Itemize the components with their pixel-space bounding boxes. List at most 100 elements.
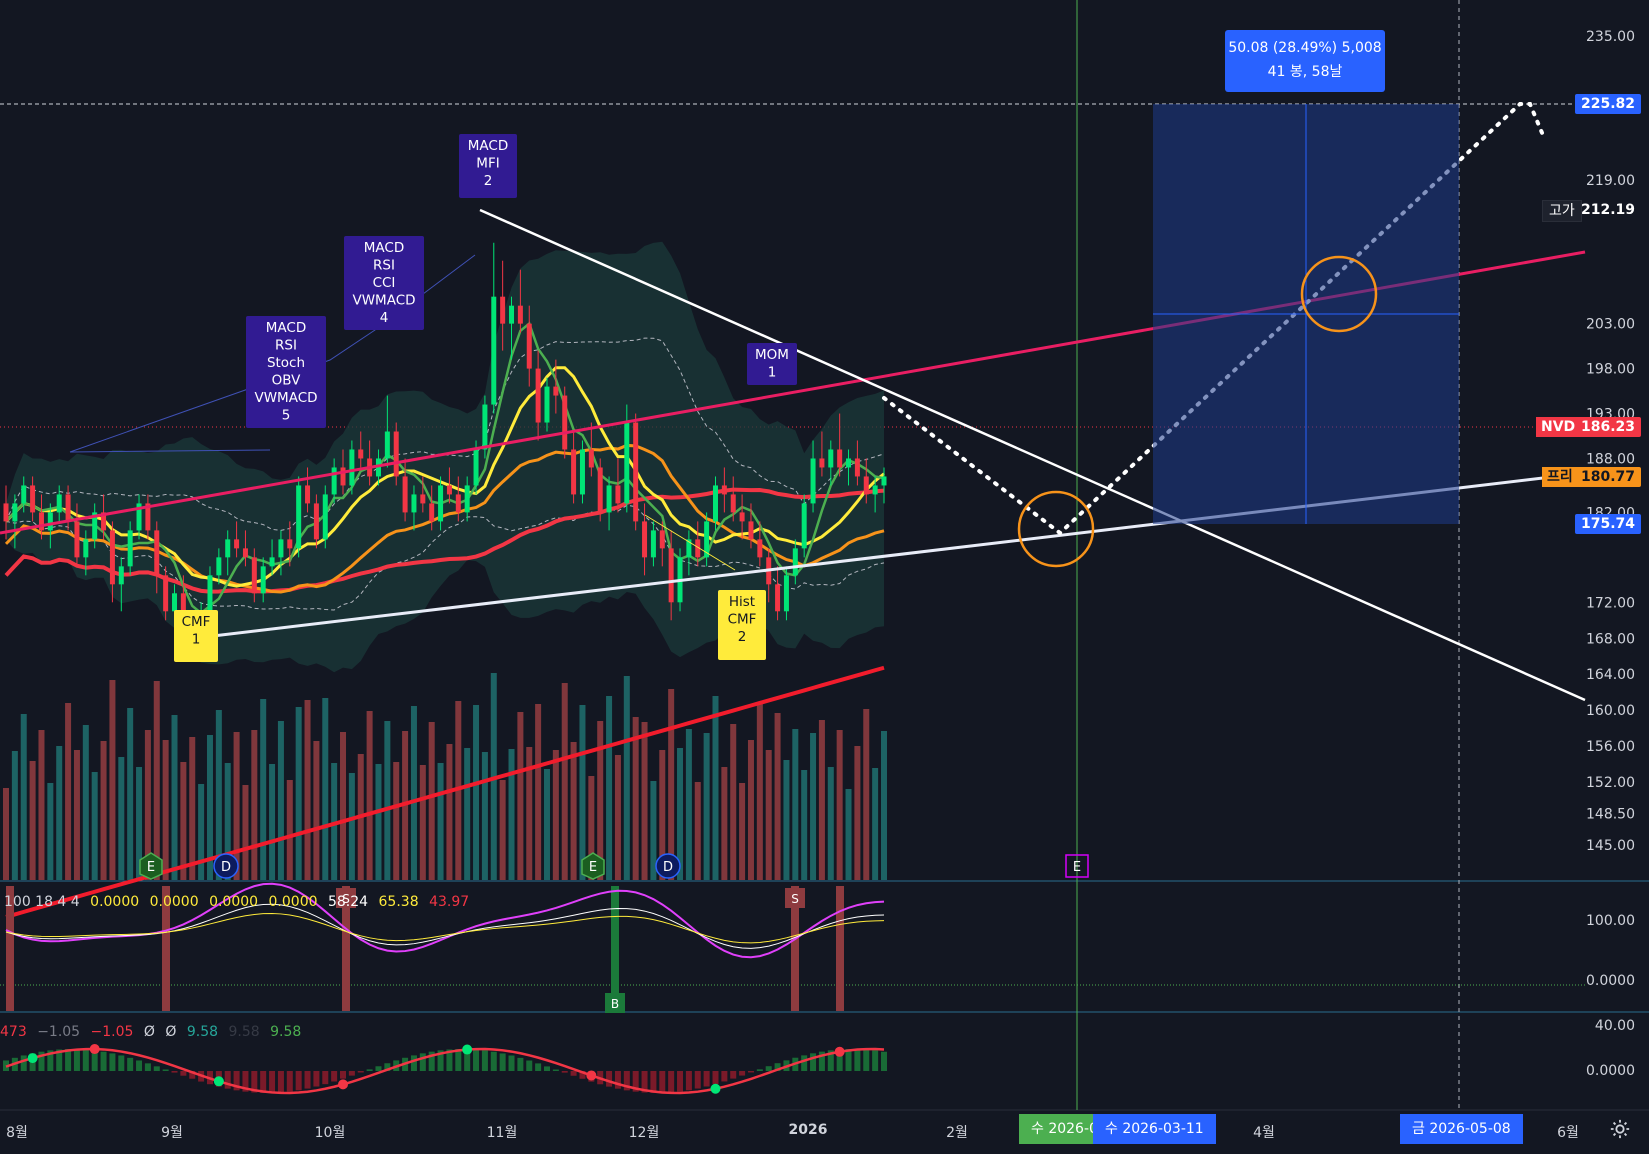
high-price-label: 고가 bbox=[1542, 200, 1582, 222]
volume-bar bbox=[543, 769, 550, 880]
osc2-hist-bar bbox=[570, 1071, 577, 1076]
candle-body bbox=[721, 485, 727, 495]
osc2-legend-v0: 473 bbox=[0, 1024, 27, 1040]
osc2-legend-v5: 9.58 bbox=[186, 1024, 219, 1040]
ma-10-yellow bbox=[4, 366, 885, 588]
osc2-hist-bar bbox=[481, 1050, 488, 1071]
volume-bar bbox=[304, 700, 311, 880]
event-marker-label: E bbox=[589, 860, 597, 875]
candle-body bbox=[30, 485, 36, 513]
volume-bar bbox=[872, 768, 879, 880]
volume-bar bbox=[242, 785, 249, 880]
osc1-signal-label-box bbox=[336, 888, 356, 908]
osc2-hist-bar bbox=[47, 1050, 54, 1071]
candle-body bbox=[668, 548, 674, 603]
signal-label: MOM 1 bbox=[747, 343, 797, 385]
price-tick-label: 164.00 bbox=[1586, 667, 1635, 683]
osc2-hist-bar bbox=[872, 1050, 879, 1071]
event-marker[interactable]: D bbox=[655, 853, 681, 879]
candle-body bbox=[118, 566, 124, 585]
osc2-legend-v3: Ø bbox=[143, 1024, 155, 1040]
candle-body bbox=[597, 467, 603, 513]
volume-bar bbox=[597, 721, 604, 880]
signal-label-text: 4 bbox=[380, 310, 389, 326]
volume-bar bbox=[606, 696, 613, 880]
signal-label-text: RSI bbox=[275, 338, 297, 354]
price-tick-label: 198.00 bbox=[1586, 362, 1635, 378]
osc2-legend-v4: Ø bbox=[165, 1024, 177, 1040]
osc2-hist-bar bbox=[100, 1051, 107, 1071]
price-tick-label: 235.00 bbox=[1586, 29, 1635, 45]
osc2-hist-bar bbox=[340, 1071, 347, 1079]
candle-body bbox=[21, 485, 27, 504]
signal-label-text: 1 bbox=[768, 365, 777, 381]
signal-label-text: Hist bbox=[729, 594, 755, 610]
volume-bar bbox=[881, 731, 887, 880]
candle-body bbox=[207, 575, 213, 612]
osc1-legend-v2: 0.0000 bbox=[149, 894, 199, 910]
candle-body bbox=[571, 449, 577, 495]
volume-bar bbox=[313, 741, 320, 880]
osc1-line-white bbox=[5, 903, 885, 949]
volume-bar bbox=[215, 710, 222, 880]
osc2-hist-bar bbox=[91, 1050, 98, 1071]
measure-line-1: 50.08 (28.49%) 5,008 bbox=[1228, 40, 1382, 56]
candle-body bbox=[242, 548, 248, 558]
volume-bar bbox=[11, 751, 18, 880]
osc2-cross-dot bbox=[338, 1079, 349, 1090]
time-label-apr: 4월 bbox=[1253, 1125, 1275, 1141]
candle-body bbox=[633, 422, 639, 522]
volume-bar bbox=[792, 729, 799, 880]
volume-bar bbox=[561, 683, 568, 880]
osc2-hist-bar bbox=[863, 1049, 870, 1071]
volume-bar bbox=[100, 741, 107, 880]
price-tick-label: 219.00 bbox=[1586, 173, 1635, 189]
event-marker[interactable]: D bbox=[213, 853, 239, 879]
event-marker[interactable]: E bbox=[139, 852, 163, 880]
candle-body bbox=[482, 404, 488, 450]
osc2-legend-v6: 9.58 bbox=[228, 1024, 260, 1040]
osc2-hist-bar bbox=[419, 1053, 426, 1071]
settings-gear-icon[interactable] bbox=[1609, 1118, 1631, 1140]
candle-body bbox=[12, 503, 18, 522]
bollinger-cloud bbox=[6, 241, 884, 673]
event-marker[interactable]: E bbox=[1065, 854, 1089, 878]
candle-body bbox=[74, 521, 80, 558]
volume-bar bbox=[641, 722, 648, 880]
last-price-tag: 186.23 bbox=[1574, 417, 1641, 437]
measure-info-box: 50.08 (28.49%) 5,008 41 봉, 58날 bbox=[1225, 30, 1385, 92]
time-label-dec: 12월 bbox=[628, 1125, 660, 1141]
candle-body bbox=[642, 521, 648, 558]
osc2-cross-dot bbox=[462, 1044, 473, 1055]
event-marker[interactable]: E bbox=[581, 852, 605, 880]
candle-body bbox=[38, 512, 44, 531]
volume-bar bbox=[863, 709, 870, 880]
volume-bar bbox=[286, 780, 293, 880]
candle-body bbox=[739, 512, 745, 522]
osc2-hist-bar bbox=[526, 1060, 533, 1071]
candle-body bbox=[659, 530, 665, 549]
volume-bar bbox=[712, 696, 719, 880]
time-label-2026: 2026 bbox=[788, 1122, 828, 1138]
volume-bar bbox=[588, 776, 595, 880]
signal-label-text: 5 bbox=[282, 408, 291, 424]
time-label-aug: 8월 bbox=[6, 1125, 28, 1141]
candle-body bbox=[810, 458, 816, 504]
price-tick-label: 156.00 bbox=[1586, 739, 1635, 755]
descending-trendline bbox=[479, 208, 1586, 702]
candle-body bbox=[695, 539, 701, 558]
candle-body bbox=[704, 521, 710, 558]
price-tick-label: 152.00 bbox=[1586, 775, 1635, 791]
volume-bar bbox=[20, 714, 27, 880]
stop-price-tag: 175.74 bbox=[1574, 514, 1641, 534]
ma-5-green bbox=[5, 321, 885, 615]
volume-bar bbox=[144, 730, 151, 880]
osc1-legend-v7: 43.97 bbox=[429, 894, 470, 910]
volume-bar bbox=[410, 706, 417, 880]
candle-body bbox=[615, 485, 621, 504]
signal-label-box bbox=[747, 343, 797, 385]
osc2-hist-bar bbox=[348, 1071, 355, 1076]
volume-bar bbox=[189, 737, 196, 880]
